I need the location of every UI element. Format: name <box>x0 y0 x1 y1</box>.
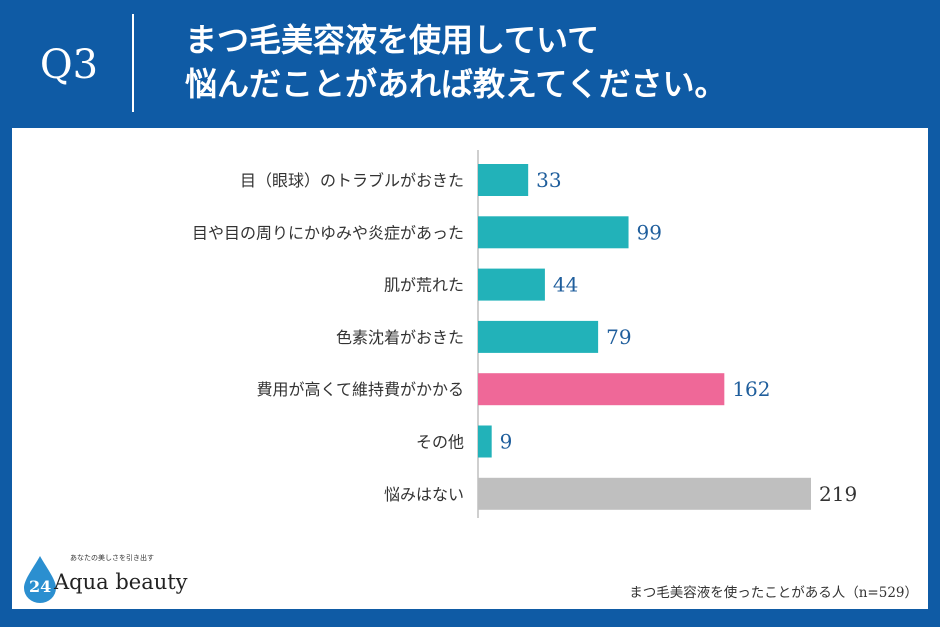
value-label-4: 162 <box>732 377 770 401</box>
question-number: Q3 <box>39 42 99 88</box>
value-label-0: 33 <box>536 168 561 192</box>
logo-number: 24 <box>29 577 52 596</box>
value-label-3: 79 <box>606 325 631 349</box>
category-label-4: 費用が高くて維持費がかかる <box>256 380 464 399</box>
bar-chart: 目（眼球）のトラブルがおきた 33 目や目の周りにかゆみや炎症があった 99 肌が荒れた… <box>192 150 857 518</box>
bar-6 <box>478 477 811 510</box>
page-title: まつ毛美容液を使用していて 悩んだことがあれば教えてください。 <box>185 18 925 106</box>
value-label-6: 219 <box>819 482 857 506</box>
category-label-6: 悩みはない <box>384 485 464 504</box>
bar-5 <box>478 425 492 458</box>
category-label-3: 色素沈着がおきた <box>336 328 464 347</box>
category-label-2: 肌が荒れた <box>384 276 464 295</box>
bar-4 <box>478 373 725 406</box>
category-label-1: 目や目の周りにかゆみや炎症があった <box>192 223 464 242</box>
value-label-1: 99 <box>637 220 662 244</box>
water-drop-icon <box>24 556 56 603</box>
bar-0 <box>478 164 529 196</box>
value-label-2: 44 <box>553 273 578 297</box>
chart-panel: 目（眼球）のトラブルがおきた 33 目や目の周りにかゆみや炎症があった 99 肌が荒れた… <box>12 128 928 609</box>
title-line-1: まつ毛美容液を使用していて <box>185 21 600 59</box>
bar-3 <box>478 320 599 353</box>
bar-1 <box>478 216 629 249</box>
logo-tagline: あなたの美しさを引き出す <box>70 554 154 562</box>
bar-2 <box>478 268 545 301</box>
category-label-5: その他 <box>416 433 464 452</box>
category-label-0: 目（眼球）のトラブルがおきた <box>240 171 464 190</box>
header-divider <box>132 14 134 112</box>
brand-logo: あなたの美しさを引き出す 24 Aqua beauty <box>16 552 196 604</box>
title-line-2: 悩んだことがあれば教えてください。 <box>185 65 727 103</box>
sample-footnote: まつ毛美容液を使ったことがある人（n=529） <box>629 585 918 601</box>
value-label-5: 9 <box>500 430 513 454</box>
logo-name: Aqua beauty <box>54 570 188 594</box>
